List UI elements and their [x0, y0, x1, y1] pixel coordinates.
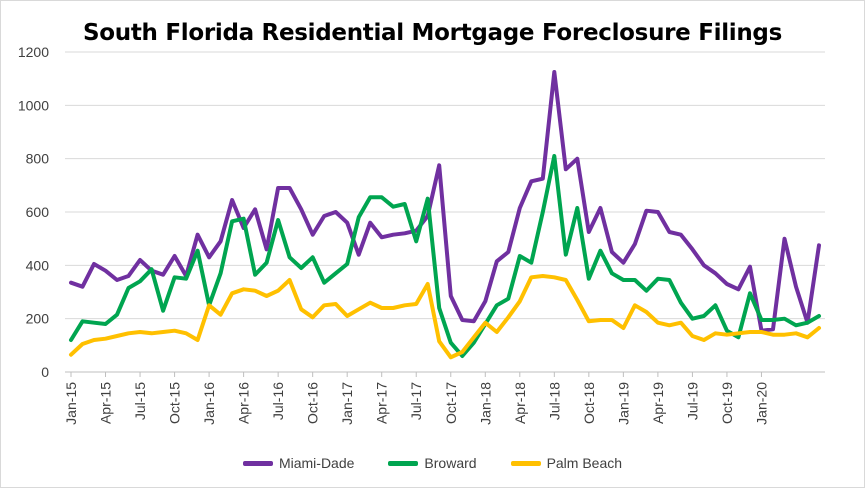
- series-line-broward: [69, 154, 821, 358]
- y-tick-label: 1000: [18, 97, 49, 113]
- x-tick-label: Jan-17: [339, 382, 355, 425]
- x-tick-label: Jan-16: [201, 382, 217, 425]
- y-tick-label: 1200: [18, 44, 49, 60]
- y-tick-label: 0: [41, 364, 49, 380]
- y-tick-label: 200: [26, 311, 50, 327]
- x-tick-label: Apr-15: [98, 382, 114, 424]
- x-tick-label: Jul-18: [546, 382, 562, 420]
- legend-item: Miami-Dade: [242, 455, 355, 471]
- x-tick-label: Jan-20: [753, 382, 769, 425]
- legend-swatch: [388, 460, 419, 466]
- x-tick-label: Apr-19: [650, 382, 666, 424]
- legend-swatch: [242, 460, 273, 466]
- series-lines: [69, 70, 821, 360]
- legend-label: Palm Beach: [546, 455, 623, 471]
- y-axis: 0 200 400 600 800 1000 1200: [18, 44, 49, 380]
- x-tick-label: Jul-16: [270, 382, 286, 420]
- x-tick-label: Oct-16: [305, 382, 321, 424]
- y-tick-label: 800: [26, 151, 50, 167]
- x-tick-label: Jan-19: [615, 382, 631, 425]
- x-tick-label: Oct-19: [719, 382, 735, 424]
- y-tick-label: 400: [26, 257, 50, 273]
- x-tick-label: Oct-17: [443, 382, 459, 424]
- x-tick-label: Jan-15: [63, 382, 79, 425]
- legend-label: Miami-Dade: [278, 455, 355, 471]
- legend-item: Broward: [388, 455, 477, 471]
- legend-item: Palm Beach: [510, 455, 623, 471]
- x-tick-label: Apr-16: [236, 382, 252, 424]
- x-tick-label: Jul-17: [408, 382, 424, 420]
- series-line-palm-beach: [69, 274, 821, 360]
- x-tick-label: Jan-18: [477, 382, 493, 425]
- x-tick-label: Apr-17: [374, 382, 390, 424]
- x-axis: Jan-15 Apr-15 Jul-15 Oct-15 Jan-16 Apr-16 Jul-…: [63, 372, 769, 425]
- x-tick-label: Jul-19: [684, 382, 700, 420]
- x-tick-label: Oct-15: [167, 382, 183, 424]
- series-line-miami-dade: [69, 70, 821, 333]
- y-tick-label: 600: [26, 204, 50, 220]
- legend-swatch: [510, 460, 541, 466]
- legend-label: Broward: [424, 455, 477, 471]
- x-tick-label: Jul-15: [132, 382, 148, 420]
- legend: Miami-Dade Broward Palm Beach: [0, 455, 865, 471]
- chart-title: South Florida Residential Mortgage Forec…: [83, 20, 782, 46]
- x-tick-label: Apr-18: [512, 382, 528, 424]
- x-tick-label: Oct-18: [581, 382, 597, 424]
